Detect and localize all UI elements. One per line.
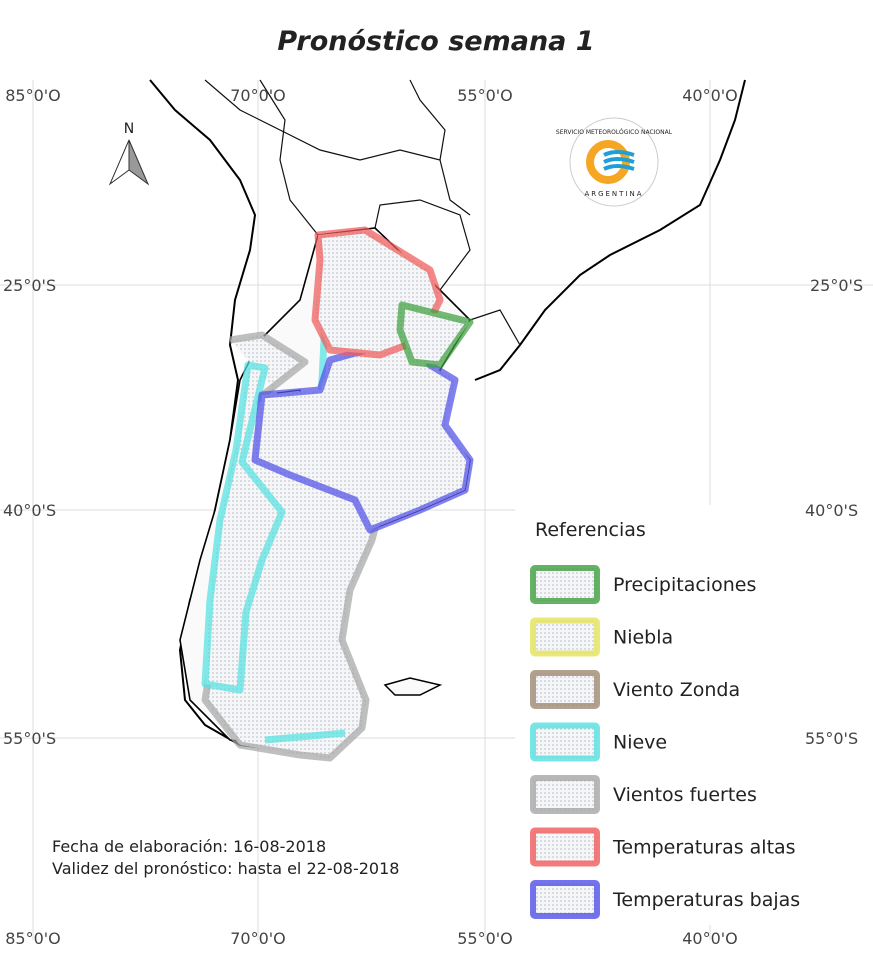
longitude-label: 70°0'O — [230, 929, 286, 948]
legend-swatch — [530, 775, 600, 814]
latitude-label: 25°0'S — [3, 276, 56, 295]
legend-label: Vientos fuertes — [613, 784, 757, 806]
legend-label: Temperaturas bajas — [612, 889, 800, 911]
longitude-label: 55°0'O — [457, 929, 513, 948]
latitude-label: 40°0'S — [3, 501, 56, 520]
coastline — [474, 79, 746, 381]
footer-line: Validez del pronóstico: hasta el 22-08-2… — [52, 859, 399, 878]
legend-swatch — [530, 880, 600, 919]
longitude-label: 85°0'O — [5, 86, 61, 105]
legend-label: Niebla — [613, 627, 673, 649]
logo-name: SERVICIO METEOROLÓGICO NACIONAL — [556, 129, 673, 136]
longitude-label: 55°0'O — [457, 86, 513, 105]
latitude-label: 40°0'S — [805, 501, 858, 520]
legend-label: Nieve — [613, 732, 667, 754]
logo: SERVICIO METEOROLÓGICO NACIONAL ARGENTIN… — [556, 117, 673, 207]
legend-label: Viento Zonda — [613, 679, 740, 701]
nieve-area — [201, 361, 286, 694]
longitude-label: 85°0'O — [5, 929, 61, 948]
legend-swatch — [530, 617, 600, 657]
legend-swatch — [530, 722, 600, 762]
coastline — [149, 79, 301, 753]
title: Pronóstico semana 1 — [277, 26, 594, 57]
temperaturas-bajas-area — [251, 331, 474, 534]
nieve-area — [264, 729, 346, 744]
legend-title: Referencias — [535, 519, 646, 541]
precipitaciones-area — [396, 301, 474, 369]
country-border — [204, 79, 521, 346]
legend-label: Precipitaciones — [613, 574, 756, 596]
legend-swatch — [530, 565, 600, 604]
latitude-label: 55°0'S — [3, 729, 56, 748]
latitude-label: 55°0'S — [805, 729, 858, 748]
logo-country: ARGENTINA — [584, 190, 643, 198]
footer-line: Fecha de elaboración: 16-08-2018 — [52, 837, 326, 856]
malvinas — [383, 677, 443, 696]
longitude-label: 40°0'O — [682, 929, 738, 948]
latitude-label: 25°0'S — [810, 276, 863, 295]
north-label: N — [124, 121, 134, 137]
legend-swatch — [530, 827, 600, 867]
north-arrow: N — [108, 121, 150, 186]
longitude-label: 40°0'O — [682, 86, 738, 105]
longitude-label: 70°0'O — [230, 86, 286, 105]
legend-label: Temperaturas altas — [612, 837, 796, 859]
legend-swatch — [530, 670, 600, 709]
